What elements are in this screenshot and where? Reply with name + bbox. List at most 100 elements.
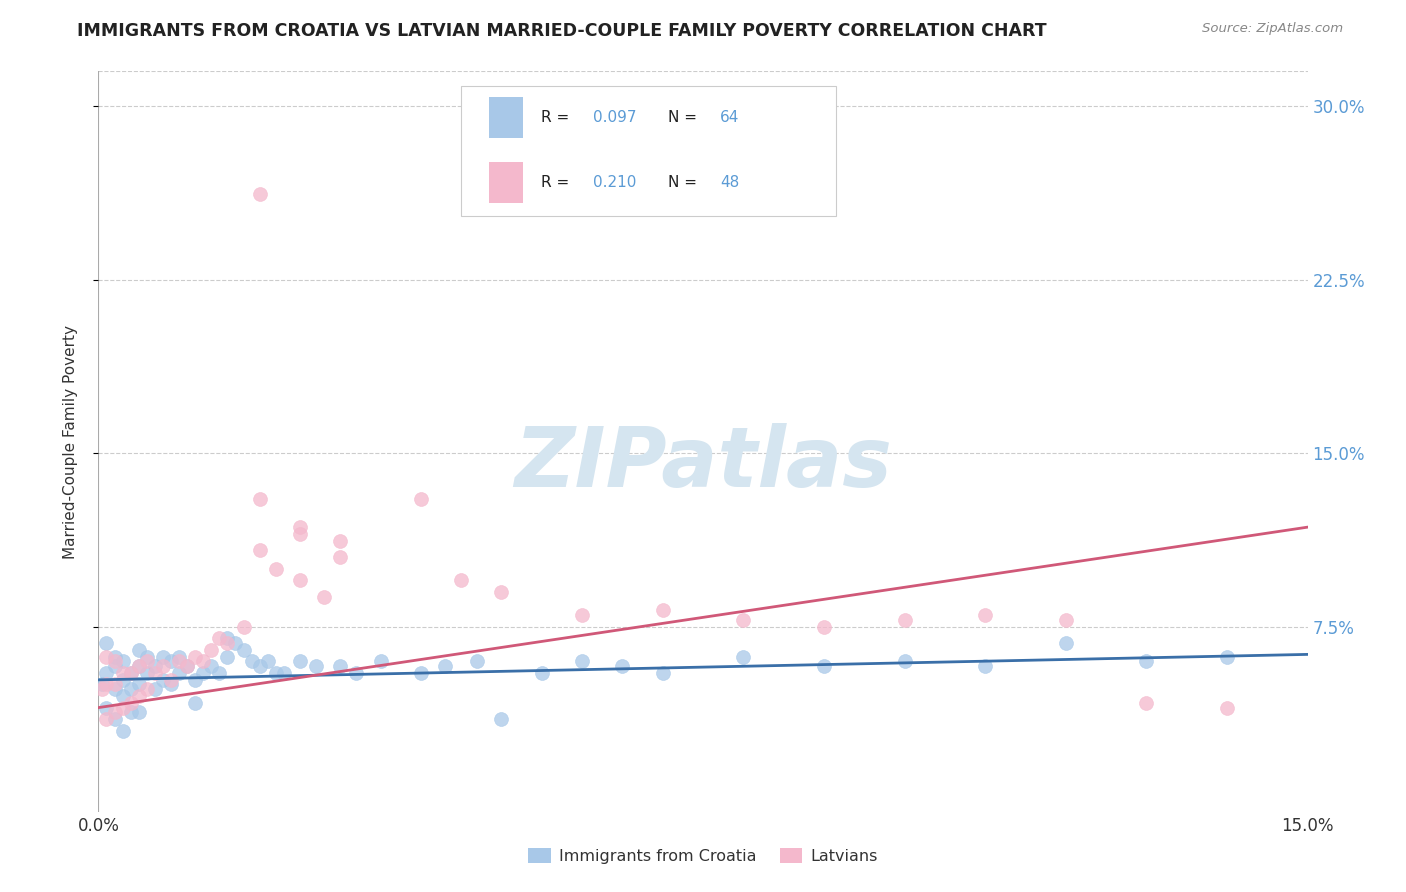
Point xyxy=(111,689,134,703)
Point xyxy=(96,700,118,714)
Point xyxy=(465,654,488,668)
Point xyxy=(103,712,125,726)
Point xyxy=(176,659,198,673)
Point xyxy=(96,649,118,664)
Point xyxy=(152,649,174,664)
Point xyxy=(813,659,835,673)
Point xyxy=(160,673,183,687)
Point xyxy=(974,659,997,673)
Point xyxy=(974,608,997,623)
Point xyxy=(96,677,118,691)
Point xyxy=(409,665,432,680)
Point xyxy=(264,665,287,680)
Point xyxy=(491,712,513,726)
Point xyxy=(91,677,114,691)
Point xyxy=(167,649,190,664)
Point xyxy=(184,649,207,664)
Point xyxy=(128,677,150,691)
Text: 0.097: 0.097 xyxy=(593,110,637,125)
Point xyxy=(111,665,134,680)
Point xyxy=(893,654,915,668)
Point xyxy=(893,613,915,627)
Text: ZIPatlas: ZIPatlas xyxy=(515,423,891,504)
Point xyxy=(217,649,239,664)
Point xyxy=(491,585,513,599)
Point xyxy=(128,705,150,719)
Point xyxy=(167,654,190,668)
Point xyxy=(314,590,336,604)
Point xyxy=(193,654,215,668)
Point xyxy=(193,665,215,680)
Point xyxy=(120,682,142,697)
Point xyxy=(329,534,352,549)
Point xyxy=(103,682,125,697)
Point xyxy=(571,654,593,668)
Point xyxy=(1054,613,1077,627)
Text: 64: 64 xyxy=(720,110,740,125)
Point xyxy=(1135,654,1157,668)
Point xyxy=(217,631,239,645)
Point xyxy=(200,642,222,657)
Point xyxy=(288,527,311,541)
Point xyxy=(329,659,352,673)
Point xyxy=(152,659,174,673)
Point xyxy=(111,654,134,668)
Point xyxy=(143,659,166,673)
Point xyxy=(733,613,755,627)
Point xyxy=(176,659,198,673)
Point xyxy=(651,665,673,680)
Point xyxy=(120,696,142,710)
Point xyxy=(135,665,157,680)
Point xyxy=(249,492,271,507)
Point xyxy=(111,700,134,714)
Point xyxy=(184,673,207,687)
Point xyxy=(103,705,125,719)
Legend: Immigrants from Croatia, Latvians: Immigrants from Croatia, Latvians xyxy=(522,841,884,871)
Point xyxy=(128,659,150,673)
FancyBboxPatch shape xyxy=(461,87,837,216)
Point xyxy=(128,642,150,657)
Text: 48: 48 xyxy=(720,176,740,190)
Point xyxy=(143,682,166,697)
Point xyxy=(152,673,174,687)
FancyBboxPatch shape xyxy=(489,162,523,203)
Point xyxy=(96,665,118,680)
Point xyxy=(733,649,755,664)
Point xyxy=(135,654,157,668)
Point xyxy=(128,689,150,703)
Point xyxy=(249,186,271,201)
Point xyxy=(249,543,271,558)
Point xyxy=(305,659,328,673)
Point xyxy=(249,659,271,673)
Point xyxy=(103,649,125,664)
Point xyxy=(370,654,392,668)
Point xyxy=(96,712,118,726)
Point xyxy=(1054,636,1077,650)
Point xyxy=(224,636,246,650)
Point xyxy=(651,603,673,617)
Point xyxy=(200,659,222,673)
Point xyxy=(240,654,263,668)
Point xyxy=(1216,700,1239,714)
Point xyxy=(120,705,142,719)
Point xyxy=(103,677,125,691)
Point xyxy=(208,631,231,645)
Text: N =: N = xyxy=(668,176,702,190)
Point xyxy=(1216,649,1239,664)
Text: IMMIGRANTS FROM CROATIA VS LATVIAN MARRIED-COUPLE FAMILY POVERTY CORRELATION CHA: IMMIGRANTS FROM CROATIA VS LATVIAN MARRI… xyxy=(77,22,1047,40)
Point xyxy=(530,665,553,680)
Point xyxy=(160,677,183,691)
Point xyxy=(128,659,150,673)
Point xyxy=(434,659,457,673)
Point xyxy=(1135,696,1157,710)
Point xyxy=(288,520,311,534)
Point xyxy=(135,649,157,664)
Point xyxy=(111,723,134,738)
Point xyxy=(813,620,835,634)
Point xyxy=(264,562,287,576)
Point xyxy=(91,682,114,697)
Point xyxy=(273,665,295,680)
Point xyxy=(160,654,183,668)
Point xyxy=(103,659,125,673)
Text: R =: R = xyxy=(541,110,574,125)
